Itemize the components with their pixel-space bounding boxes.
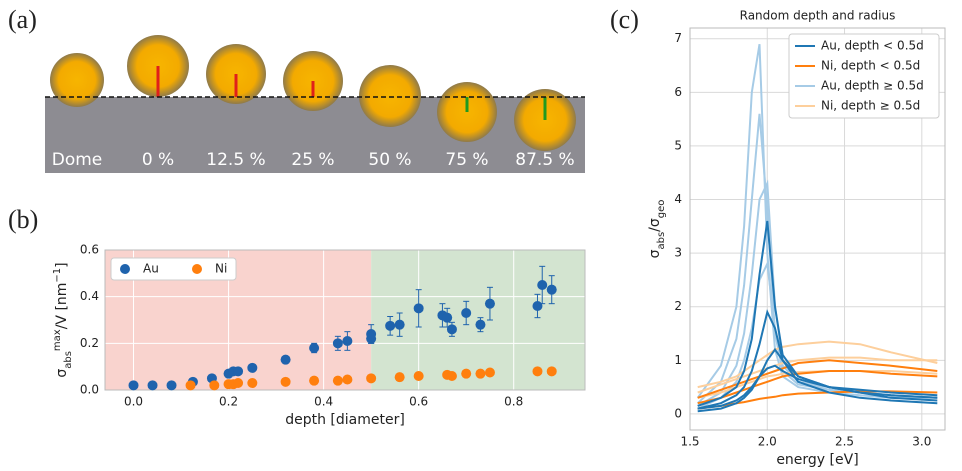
legend-marker [120, 264, 130, 274]
y-tick-label: 0.0 [80, 383, 99, 397]
line [698, 264, 938, 409]
point [461, 308, 471, 318]
y-axis-label: σabsmax/V [nm−1] [52, 262, 74, 377]
y-tick-label: 0.4 [80, 289, 99, 303]
depth-label: 12.5 % [206, 150, 265, 170]
point [247, 378, 257, 388]
depth-label: 75 % [445, 150, 488, 170]
depth-label: 0 % [142, 150, 174, 170]
y-axis-label-part: abs [63, 351, 74, 369]
x-tick-label: 0.8 [504, 395, 523, 409]
x-axis-label: depth [diameter] [285, 412, 405, 428]
y-tick-label: 7 [674, 31, 682, 45]
depth-label: 25 % [291, 150, 334, 170]
y-axis-label-part: /V [nm [54, 283, 70, 330]
legend-label: Ni, depth < 0.5d [821, 59, 920, 73]
point [547, 285, 557, 295]
panel-label: (b) [8, 205, 38, 234]
point [247, 363, 257, 373]
point [475, 320, 485, 330]
point [414, 371, 424, 381]
x-tick-label: 3.0 [912, 435, 931, 449]
point [148, 380, 158, 390]
point [461, 369, 471, 379]
y-axis-label-part: −1 [52, 268, 63, 283]
point [447, 324, 457, 334]
point [537, 280, 547, 290]
point [532, 301, 542, 311]
depth-label: 50 % [368, 150, 411, 170]
point [281, 355, 291, 365]
point [366, 373, 376, 383]
point [167, 380, 177, 390]
panel-label: (a) [8, 5, 37, 34]
point [233, 366, 243, 376]
point [447, 371, 457, 381]
point [475, 369, 485, 379]
point [342, 375, 352, 385]
point [209, 380, 219, 390]
point [342, 336, 352, 346]
y-axis-label: σabs/σgeo [647, 200, 667, 259]
legend-label: Ni [215, 262, 227, 276]
y-axis-label-part: ] [54, 262, 70, 267]
point [333, 338, 343, 348]
point [129, 380, 139, 390]
y-axis-label-part: σ [647, 249, 663, 258]
point [309, 343, 319, 353]
point [281, 377, 291, 387]
depth-label: 87.5 % [515, 150, 574, 170]
figure: (a) (b) (c) Dome 0 % 12.5 % 25 % 50 % 75 % 87.… [0, 0, 962, 471]
legend-label: Ni, depth ≥ 0.5d [821, 99, 920, 113]
y-tick-label: 1 [674, 353, 682, 367]
x-tick-label: 2.5 [835, 435, 854, 449]
point [233, 378, 243, 388]
y-tick-label: 0 [674, 406, 682, 420]
y-axis-label-part: geo [656, 200, 667, 219]
point [186, 380, 196, 390]
y-tick-label: 0.6 [80, 243, 99, 257]
y-axis-label-part: abs [656, 232, 667, 250]
depth-label: Dome [52, 150, 103, 170]
particle [359, 65, 421, 127]
x-tick-label: 1.5 [680, 435, 699, 449]
point [532, 366, 542, 376]
y-axis-label-part: σ [54, 369, 70, 378]
y-tick-label: 3 [674, 246, 682, 260]
legend-label: Au, depth < 0.5d [821, 39, 924, 53]
point [485, 299, 495, 309]
chart-title: Random depth and radius [740, 9, 896, 23]
point [485, 368, 495, 378]
y-tick-label: 2 [674, 299, 682, 313]
y-tick-label: 5 [674, 138, 682, 152]
legend-label: Au, depth ≥ 0.5d [821, 79, 924, 93]
y-tick-label: 6 [674, 85, 682, 99]
x-tick-label: 2.0 [758, 435, 777, 449]
panel-label: (c) [610, 5, 639, 34]
point [395, 320, 405, 330]
y-tick-label: 4 [674, 192, 682, 206]
y-tick-label: 0.2 [80, 336, 99, 350]
point [385, 321, 395, 331]
point [414, 303, 424, 313]
y-axis-label-part: /σ [647, 218, 663, 232]
particle [50, 53, 104, 107]
x-tick-label: 0.2 [219, 395, 238, 409]
y-axis-label-part: max [52, 329, 63, 351]
x-axis-label: energy [eV] [776, 452, 858, 468]
legend-marker [192, 264, 202, 274]
x-tick-label: 0.0 [124, 395, 143, 409]
point [309, 376, 319, 386]
x-tick-label: 0.6 [409, 395, 428, 409]
point [333, 376, 343, 386]
point [442, 313, 452, 323]
point [366, 329, 376, 339]
point [547, 366, 557, 376]
legend-label: Au [143, 262, 159, 276]
x-tick-label: 0.4 [314, 395, 333, 409]
point [395, 372, 405, 382]
